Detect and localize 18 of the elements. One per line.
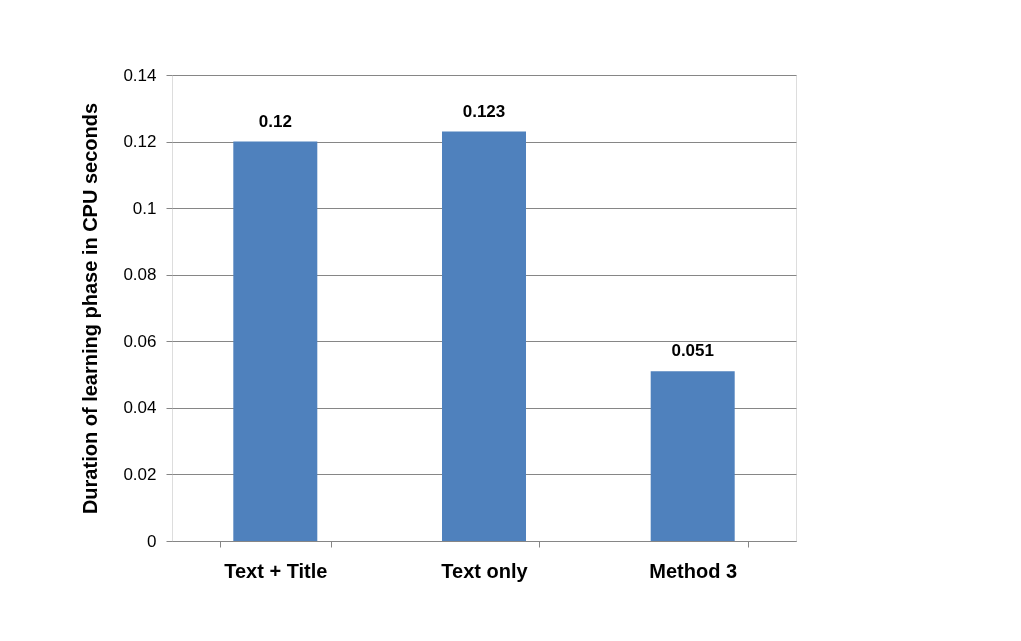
y-tick-label: 0.08 <box>123 265 157 285</box>
y-tick-label: 0.1 <box>132 198 157 218</box>
bar <box>650 371 735 541</box>
x-tick-label: Text + Title <box>224 559 328 582</box>
data-label: 0.051 <box>671 341 714 361</box>
y-tick-label: 0.06 <box>123 331 157 351</box>
bar <box>233 141 318 541</box>
y-tick-label: 0.04 <box>123 398 157 418</box>
x-tick-label: Method 3 <box>649 559 738 582</box>
y-axis-title: Duration of learning phase in CPU seconds <box>79 102 102 515</box>
x-tick-label: Text only <box>441 559 529 582</box>
bar <box>442 131 526 541</box>
y-tick-label: 0.14 <box>123 65 157 85</box>
y-tick-label: 0.12 <box>123 132 157 152</box>
data-label: 0.123 <box>462 101 506 121</box>
y-tick-label: 0 <box>147 531 157 551</box>
data-label: 0.12 <box>258 111 292 131</box>
y-tick-label: 0.02 <box>123 464 157 484</box>
